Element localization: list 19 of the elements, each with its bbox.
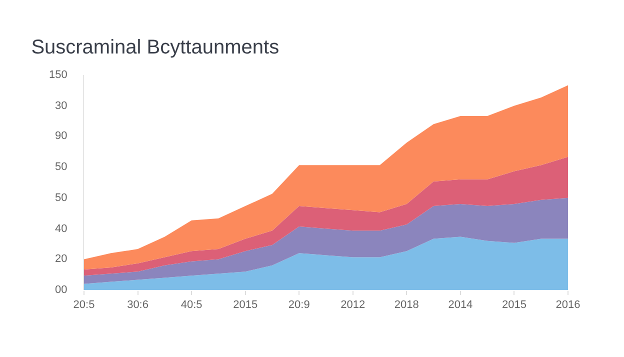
text: 50	[55, 161, 68, 173]
x-tick-label: 2014	[448, 299, 473, 312]
text: 20	[55, 253, 68, 265]
x-tick-label: 2012	[340, 299, 366, 312]
x-tick-label: 40:5	[180, 299, 202, 312]
text: 150	[49, 69, 68, 81]
text: 40	[55, 223, 68, 235]
x-tick-label: 2015	[502, 299, 526, 312]
chart-title: Suscraminal Bcyttaunments	[31, 36, 280, 58]
x-tick-label: 2018	[394, 299, 419, 312]
text: 90	[55, 130, 68, 142]
text: 50	[55, 192, 68, 204]
text: 00	[55, 284, 68, 296]
x-tick-label: 2015	[233, 299, 258, 312]
x-tick-label: 20:5	[73, 299, 95, 312]
text: 30	[55, 100, 68, 112]
x-tick-label: 30:6	[127, 299, 148, 312]
x-tick-label: 2016	[556, 299, 580, 312]
x-tick-label: 20:9	[288, 299, 310, 312]
